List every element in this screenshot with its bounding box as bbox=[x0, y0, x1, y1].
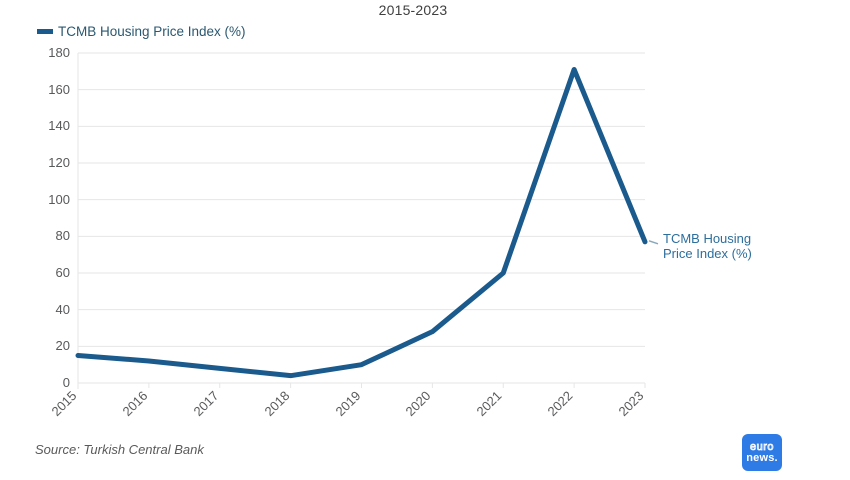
source-note: Source: Turkish Central Bank bbox=[35, 442, 204, 457]
y-tick-label: 0 bbox=[62, 375, 70, 390]
euronews-logo-news-text: news. bbox=[746, 451, 778, 464]
end-label-connector bbox=[648, 240, 659, 245]
y-tick-label: 180 bbox=[48, 45, 70, 60]
page-title: 2015-2023 bbox=[378, 2, 448, 18]
y-tick-label: 40 bbox=[55, 301, 70, 317]
y-tick-label: 120 bbox=[48, 155, 70, 170]
y-tick-label: 100 bbox=[48, 191, 70, 207]
y-tick-label: 160 bbox=[48, 81, 70, 97]
y-tick-label: 20 bbox=[55, 338, 70, 354]
series-end-label: TCMB Housing Price Index (%) bbox=[663, 231, 752, 261]
data-line bbox=[75, 67, 648, 379]
euronews-logo: euro news. bbox=[742, 434, 782, 471]
legend[interactable]: TCMB Housing Price Index (%) bbox=[37, 24, 246, 39]
y-tick-label: 60 bbox=[55, 265, 70, 280]
legend-line-marker bbox=[37, 29, 53, 34]
y-tick-label: 140 bbox=[48, 118, 70, 134]
y-tick-label: 80 bbox=[55, 228, 70, 244]
euronews-logo-euro-text: euro bbox=[749, 440, 775, 453]
legend-label: TCMB Housing Price Index (%) bbox=[58, 24, 246, 39]
